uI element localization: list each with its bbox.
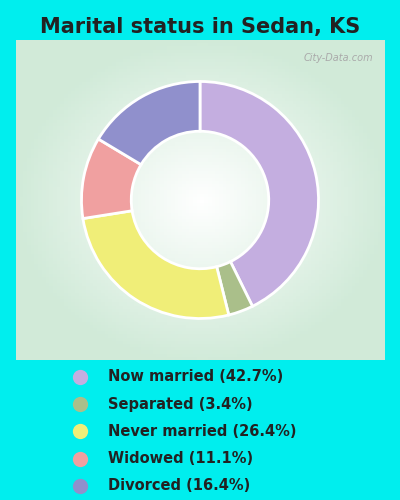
Wedge shape xyxy=(82,139,141,218)
Text: Separated (3.4%): Separated (3.4%) xyxy=(108,396,253,411)
Wedge shape xyxy=(98,82,200,164)
Text: Never married (26.4%): Never married (26.4%) xyxy=(108,424,296,439)
Text: Divorced (16.4%): Divorced (16.4%) xyxy=(108,478,250,494)
Text: Widowed (11.1%): Widowed (11.1%) xyxy=(108,451,253,466)
Text: City-Data.com: City-Data.com xyxy=(303,53,373,63)
Text: Marital status in Sedan, KS: Marital status in Sedan, KS xyxy=(40,18,360,38)
Wedge shape xyxy=(200,82,318,306)
Wedge shape xyxy=(217,262,252,315)
Wedge shape xyxy=(83,211,229,318)
Text: Now married (42.7%): Now married (42.7%) xyxy=(108,370,283,384)
